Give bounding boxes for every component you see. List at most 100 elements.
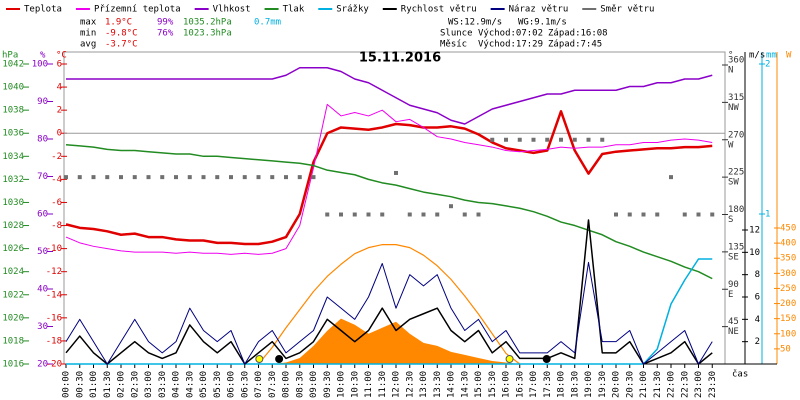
y-tick-label: 1 (765, 210, 770, 220)
direction-point (572, 137, 577, 142)
y-tick-label: 1020 (2, 313, 24, 323)
direction-point (517, 137, 522, 142)
direction-point (160, 175, 165, 180)
x-tick-label: 08:30 (295, 371, 305, 398)
y-tick-label: 270 (728, 130, 744, 140)
x-tick-label: 15:00 (474, 371, 484, 398)
x-tick-label: 13:30 (433, 371, 443, 398)
axis-header: °C (56, 51, 67, 61)
axis-header: m/s (749, 51, 765, 61)
y-tick-label: 40 (37, 285, 48, 295)
x-tick-label: 04:30 (185, 371, 195, 398)
clear-sky-radiation (258, 244, 521, 365)
x-tick-label: 12:30 (405, 371, 415, 398)
x-tick-label: 09:00 (309, 371, 319, 398)
sun-marker (255, 355, 264, 363)
y-tick-label: 360 (728, 56, 744, 66)
direction-point (366, 212, 371, 217)
chart-title: 15.11.2016 (359, 51, 441, 66)
x-tick-label: 17:00 (529, 371, 539, 398)
series-line (65, 219, 713, 365)
stats-value: 1023.3hPa (183, 29, 232, 39)
y-tick-label: 10 (749, 248, 760, 258)
x-tick-label: 02:30 (130, 371, 140, 398)
x-tick-label: 20:30 (625, 371, 635, 398)
direction-point (641, 212, 646, 217)
direction-point (119, 175, 123, 180)
y-tick-label: 30 (37, 322, 48, 332)
y-tick-label: 80 (37, 135, 48, 145)
moon-marker (275, 355, 284, 363)
y-tick-label: 6 (755, 293, 760, 303)
stats-row-label: max (80, 18, 97, 28)
y-tick-label: 135 (728, 242, 744, 252)
x-tick-label: 07:00 (254, 371, 264, 398)
stats-row-label: min (80, 29, 96, 39)
y-tick-label: 50 (780, 344, 791, 354)
x-tick-label: 21:30 (653, 371, 663, 398)
stats-value: 99% (157, 18, 174, 28)
stats-value: 76% (157, 29, 174, 39)
x-tick-label: 21:00 (639, 371, 649, 398)
y-tick-label: 1042 (2, 60, 24, 70)
y-tick-label: 4 (755, 315, 760, 325)
y-tick-label: 315 (728, 93, 744, 103)
series-line (65, 144, 713, 280)
y-tick-label: -10 (46, 244, 62, 254)
x-tick-label: 09:30 (323, 371, 333, 398)
direction-point (476, 212, 481, 217)
direction-point (187, 175, 192, 180)
x-tick-label: 10:30 (350, 371, 360, 398)
direction-point (710, 212, 715, 217)
series-line (66, 258, 713, 365)
direction-point (352, 212, 357, 217)
legend-label: Vlhkost (213, 5, 251, 15)
x-tick-label: 01:00 (89, 371, 99, 398)
y-tick-label: 100 (32, 60, 48, 70)
y-tick-label: 2 (755, 337, 760, 347)
x-tick-label: 16:00 (502, 371, 512, 398)
y-tick-label: 200 (780, 299, 796, 309)
y-tick-label: 45 (728, 317, 739, 327)
direction-point (531, 137, 536, 142)
direction-point (696, 212, 701, 217)
direction-point (462, 212, 467, 217)
y-tick-label: N (728, 66, 733, 76)
x-tick-label: 03:30 (158, 371, 168, 398)
series-line (65, 261, 713, 365)
direction-point (311, 175, 316, 180)
axis-header: mm (766, 51, 777, 61)
direction-point (449, 204, 453, 209)
y-tick-label: S (728, 215, 733, 225)
info-text: WS:12.9m/s (448, 18, 502, 28)
y-tick-label: 450 (780, 224, 796, 234)
x-tick-label: 18:30 (570, 371, 580, 398)
sun-marker (505, 355, 514, 363)
x-tick-label: 22:00 (667, 371, 677, 398)
direction-point (559, 137, 563, 142)
y-tick-label: 1034 (2, 152, 24, 162)
y-tick-label: 6 (57, 60, 62, 70)
x-tick-label: 02:00 (117, 371, 127, 398)
direction-point (435, 212, 440, 217)
direction-point (339, 212, 343, 217)
x-tick-label: 00:30 (75, 371, 85, 398)
direction-point (600, 137, 605, 142)
y-tick-label: 180 (728, 205, 744, 215)
x-tick-label: 17:30 (543, 371, 553, 398)
x-tick-label: 11:00 (364, 371, 374, 398)
y-tick-label: 0 (57, 129, 62, 139)
x-tick-label: 22:30 (680, 371, 690, 398)
direction-point (655, 212, 660, 217)
x-tick-label: 05:00 (199, 371, 209, 398)
y-tick-label: -12 (46, 267, 62, 277)
y-tick-label: 1032 (2, 175, 24, 185)
info-text: Východ:17:29 (478, 40, 543, 50)
x-tick-label: 18:00 (557, 371, 567, 398)
x-tick-label: 20:00 (612, 371, 622, 398)
axis-header: ° (728, 51, 733, 61)
y-tick-label: 12 (749, 226, 760, 236)
x-tick-label: 23:30 (708, 371, 718, 398)
direction-point (614, 212, 618, 217)
y-tick-label: 8 (755, 270, 760, 280)
